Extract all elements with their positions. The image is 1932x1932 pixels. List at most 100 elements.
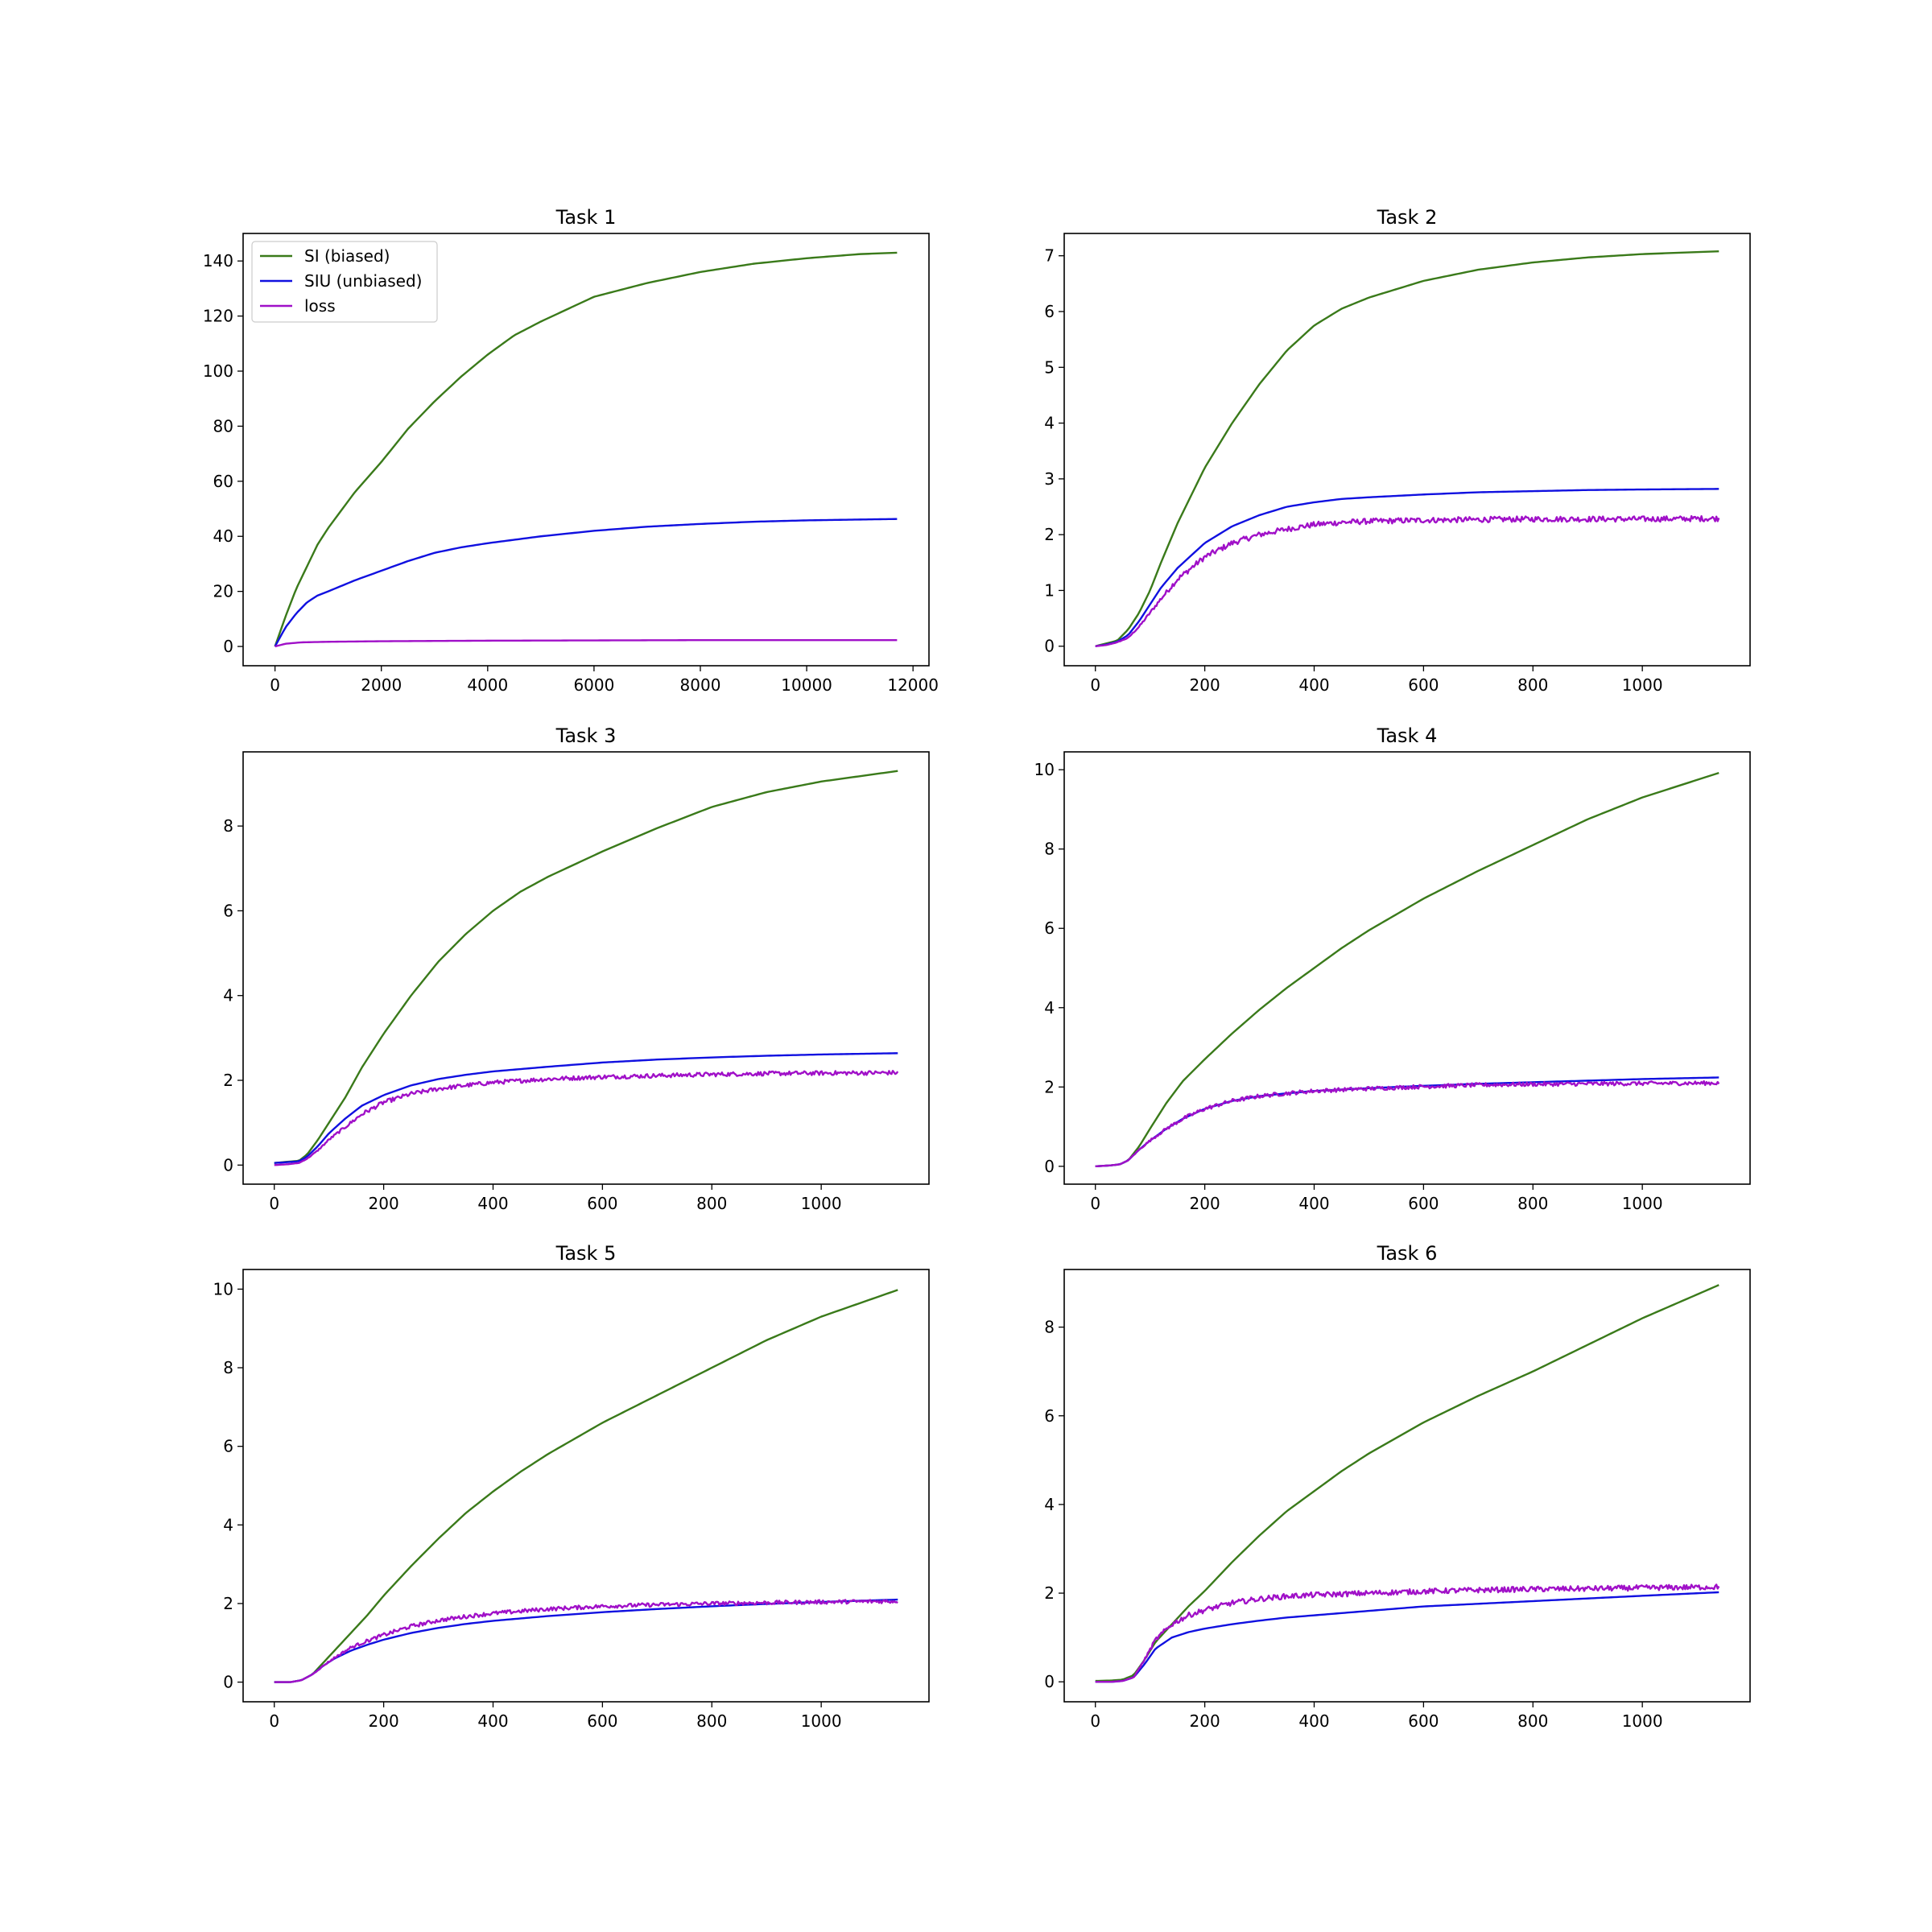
legend-label-siu: SIU (unbiased) xyxy=(304,271,422,291)
x-tick-label: 600 xyxy=(1408,1194,1439,1213)
subplot-title: Task 3 xyxy=(555,724,617,747)
y-tick-label: 0 xyxy=(223,637,233,656)
x-tick-label: 2000 xyxy=(361,675,402,695)
y-tick-label: 8 xyxy=(223,1358,233,1377)
series-line-loss xyxy=(274,1599,898,1683)
series-line-loss xyxy=(275,638,898,648)
x-tick-label: 4000 xyxy=(467,675,508,695)
x-tick-label: 6000 xyxy=(573,675,614,695)
y-tick-label: 7 xyxy=(1044,246,1055,266)
y-tick-label: 0 xyxy=(1044,637,1055,656)
series-line-siu xyxy=(274,518,898,647)
series-line-loss xyxy=(1095,514,1720,647)
y-tick-label: 40 xyxy=(213,526,233,546)
y-tick-label: 2 xyxy=(1044,1077,1055,1096)
y-tick-label: 4 xyxy=(1044,998,1055,1018)
subplot-title: Task 4 xyxy=(1377,724,1438,747)
x-tick-label: 1000 xyxy=(801,1194,842,1213)
y-tick-label: 6 xyxy=(223,901,233,920)
x-tick-label: 1000 xyxy=(801,1711,842,1731)
legend-label-si: SI (biased) xyxy=(304,246,390,266)
series-line-si xyxy=(274,770,898,1164)
x-tick-label: 600 xyxy=(587,1711,617,1731)
y-tick-label: 6 xyxy=(223,1437,233,1456)
x-tick-label: 400 xyxy=(477,1194,508,1213)
axes-frame xyxy=(242,233,930,667)
y-tick-label: 10 xyxy=(1034,760,1055,779)
subplot-task-2: Task 2 0 200 400 600 800 1000 0 1 2 3 4 5 6 7 xyxy=(1044,206,1751,695)
x-tick-label: 800 xyxy=(1517,1711,1548,1731)
subplot-task-4: Task 4 0 200 400 600 800 1000 0 2 4 6 8 10 xyxy=(1034,724,1751,1213)
y-tick-label: 80 xyxy=(213,416,233,436)
axes-frame xyxy=(1063,233,1751,667)
subplot-task-5: Task 5 0 200 400 600 800 1000 0 2 4 6 8 10 xyxy=(213,1242,930,1731)
y-tick-label: 6 xyxy=(1044,302,1055,321)
series-line-si xyxy=(1095,1284,1719,1682)
y-tick-label: 140 xyxy=(203,251,233,270)
y-tick-label: 4 xyxy=(1044,414,1055,433)
x-tick-label: 800 xyxy=(696,1194,727,1213)
y-tick-label: 20 xyxy=(213,582,233,601)
x-tick-label: 200 xyxy=(1190,1711,1220,1731)
y-tick-label: 60 xyxy=(213,472,233,491)
y-tick-label: 8 xyxy=(1044,1318,1055,1337)
y-tick-label: 8 xyxy=(223,816,233,836)
y-tick-label: 5 xyxy=(1044,357,1055,377)
y-tick-label: 4 xyxy=(1044,1495,1055,1514)
y-tick-label: 6 xyxy=(1044,919,1055,938)
legend: SI (biased) SIU (unbiased) loss xyxy=(251,241,438,323)
subplot-title: Task 5 xyxy=(555,1242,617,1265)
y-tick-label: 2 xyxy=(1044,1583,1055,1603)
x-tick-label: 600 xyxy=(587,1194,617,1213)
axes-frame xyxy=(242,751,930,1185)
y-tick-label: 10 xyxy=(213,1279,233,1298)
series-line-si xyxy=(274,1289,898,1683)
series-line-siu xyxy=(274,1052,898,1164)
plot-area xyxy=(274,770,899,1166)
series-line-siu xyxy=(1095,488,1719,647)
x-tick-label: 400 xyxy=(477,1711,508,1731)
series-line-loss xyxy=(1095,1080,1720,1168)
x-tick-label: 400 xyxy=(1298,675,1329,695)
x-tick-label: 800 xyxy=(1517,1194,1548,1213)
legend-box xyxy=(251,241,438,323)
x-tick-label: 200 xyxy=(1190,1194,1220,1213)
subplot-task-1: Task 1 SI (biased) SIU (unbiased) loss 0… xyxy=(203,206,939,695)
x-tick-label: 400 xyxy=(1298,1711,1329,1731)
series-line-loss xyxy=(1095,1583,1720,1683)
y-tick-label: 1 xyxy=(1044,580,1055,600)
plot-area xyxy=(1095,1284,1720,1683)
x-tick-label: 1000 xyxy=(1622,1711,1663,1731)
subplot-task-3: Task 3 0 200 400 600 800 1000 0 2 4 6 8 xyxy=(223,724,930,1213)
series-line-si xyxy=(1095,250,1719,647)
x-tick-label: 8000 xyxy=(680,675,721,695)
y-tick-label: 8 xyxy=(1044,840,1055,859)
x-tick-label: 200 xyxy=(1190,675,1220,695)
series-line-si xyxy=(274,251,898,647)
y-tick-label: 2 xyxy=(223,1071,233,1090)
x-tick-label: 0 xyxy=(1090,1194,1100,1213)
x-tick-label: 200 xyxy=(369,1194,399,1213)
x-tick-label: 0 xyxy=(1090,675,1100,695)
plot-area xyxy=(1095,250,1720,647)
axes-frame xyxy=(1063,1269,1751,1703)
x-tick-label: 0 xyxy=(1090,1711,1100,1731)
y-tick-label: 4 xyxy=(223,1515,233,1534)
x-tick-label: 800 xyxy=(1517,675,1548,695)
x-tick-label: 0 xyxy=(269,1711,279,1731)
subplot-title: Task 6 xyxy=(1377,1242,1438,1265)
x-tick-label: 1000 xyxy=(1622,675,1663,695)
y-tick-label: 120 xyxy=(203,307,233,326)
x-tick-label: 800 xyxy=(696,1711,727,1731)
axes-frame xyxy=(242,1269,930,1703)
y-tick-label: 6 xyxy=(1044,1406,1055,1426)
series-line-si xyxy=(1095,771,1719,1168)
series-line-siu xyxy=(1095,1591,1719,1683)
x-tick-label: 200 xyxy=(369,1711,399,1731)
subplot-title: Task 1 xyxy=(555,206,617,229)
axes-frame xyxy=(1063,751,1751,1185)
x-tick-label: 600 xyxy=(1408,1711,1439,1731)
y-tick-label: 0 xyxy=(223,1155,233,1174)
y-tick-label: 0 xyxy=(1044,1672,1055,1691)
